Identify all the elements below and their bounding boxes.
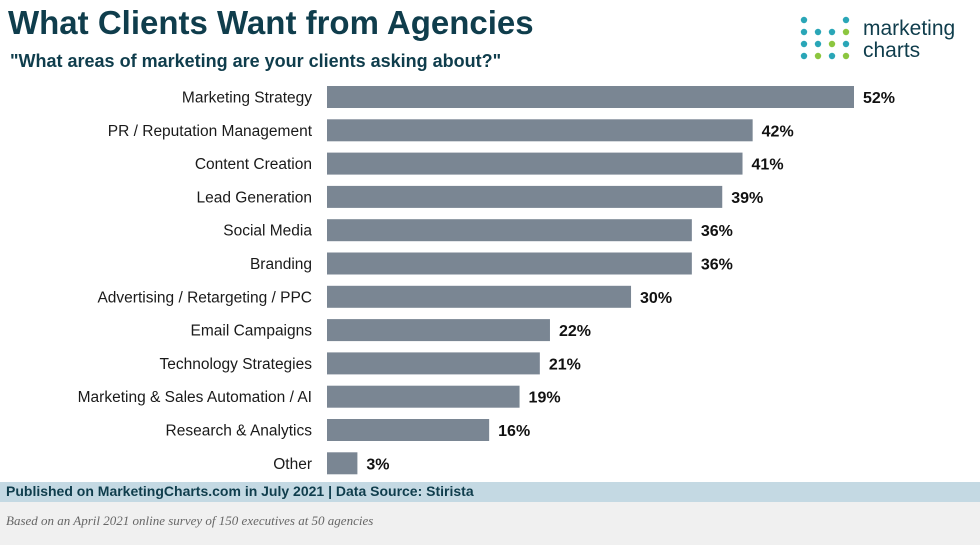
value-label: 36% [701, 223, 733, 240]
bar [327, 185, 723, 208]
logo-line1: marketing [863, 17, 956, 40]
bar [327, 86, 854, 108]
value-label: 39% [731, 190, 763, 207]
bar [327, 385, 520, 408]
footer-published-bar: Published on MarketingCharts.com in July… [0, 482, 980, 502]
marketingcharts-logo: marketing charts [800, 14, 975, 66]
logo-text: marketing charts [863, 18, 955, 62]
bar [327, 319, 550, 342]
value-label: 19% [529, 390, 561, 407]
value-label: 16% [498, 423, 530, 440]
bar [327, 119, 753, 142]
category-label: PR / Reputation Management [108, 123, 313, 140]
logo-dots-icon [800, 16, 850, 60]
category-label: Branding [250, 256, 312, 273]
category-label: Marketing & Sales Automation / AI [78, 389, 312, 406]
footer-note-text: Based on an April 2021 online survey of … [6, 513, 374, 528]
category-label: Marketing Strategy [182, 90, 312, 107]
bar-chart: Marketing Strategy 52% PR / Reputation Man… [78, 86, 895, 475]
value-label: 36% [701, 257, 733, 274]
category-label: Research & Analytics [166, 423, 313, 440]
value-label: 21% [549, 356, 581, 373]
footer-note-area: Based on an April 2021 online survey of … [0, 502, 980, 545]
chart-subtitle: "What areas of marketing are your client… [10, 51, 502, 71]
footer-published-text: Published on MarketingCharts.com in July… [6, 483, 474, 499]
category-label: Advertising / Retargeting / PPC [97, 289, 312, 306]
value-label: 42% [762, 123, 794, 140]
bar [327, 152, 743, 175]
category-label: Lead Generation [197, 189, 312, 206]
bar [327, 352, 540, 375]
category-label: Technology Strategies [159, 356, 312, 373]
category-label: Content Creation [195, 156, 312, 173]
category-label: Email Campaigns [191, 323, 313, 340]
value-label: 41% [752, 157, 784, 174]
category-label: Other [273, 456, 312, 473]
bar [327, 285, 632, 308]
bar [327, 252, 692, 275]
bar [327, 452, 358, 475]
bar [327, 219, 692, 242]
category-label: Social Media [223, 223, 312, 240]
value-label: 22% [559, 323, 591, 340]
value-label: 30% [640, 290, 672, 307]
chart-title: What Clients Want from Agencies [8, 4, 534, 41]
bar [327, 419, 490, 441]
value-label: 3% [366, 456, 389, 473]
value-label: 52% [863, 90, 895, 107]
logo-line2: charts [863, 39, 921, 62]
